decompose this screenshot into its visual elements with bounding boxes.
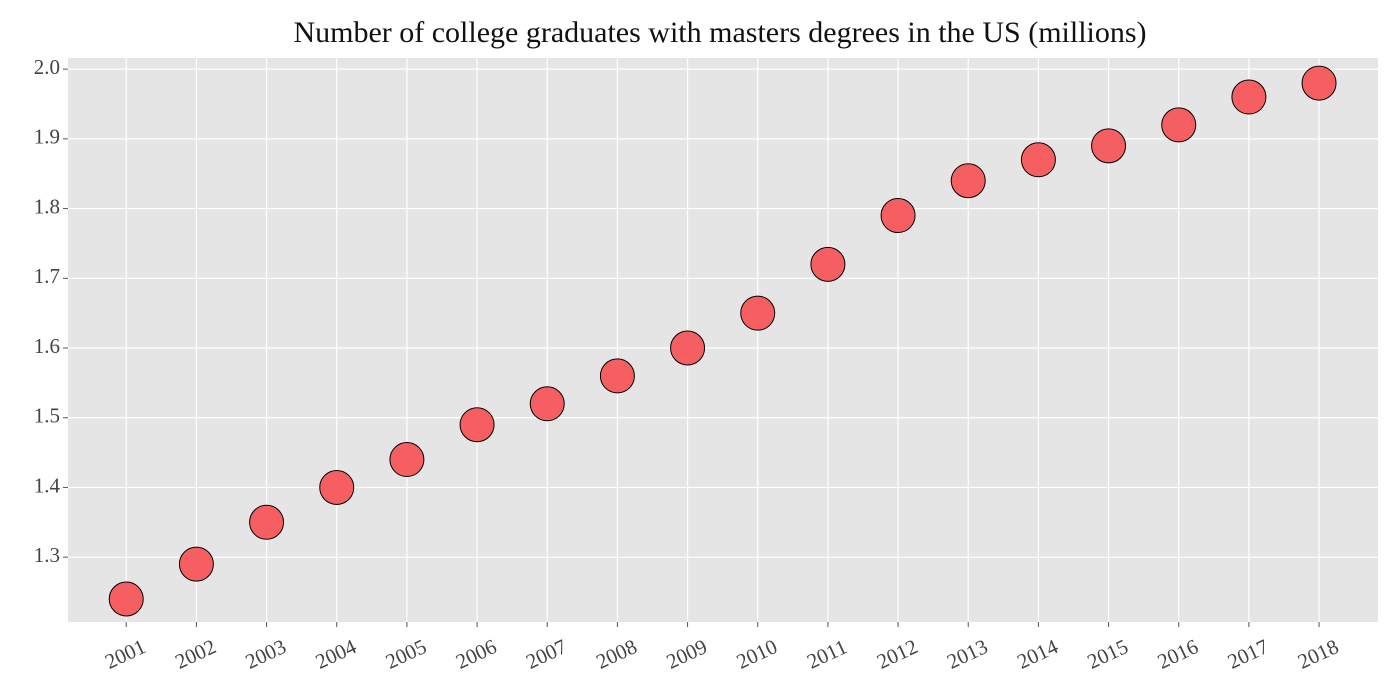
x-tick-label: 2001 (101, 634, 149, 674)
x-tick-label: 2011 (803, 634, 851, 673)
point (670, 330, 706, 366)
x-tick-label: 2012 (873, 634, 921, 674)
y-tick-label: 1.7 (34, 264, 60, 288)
x-tick-label: 2014 (1013, 634, 1062, 674)
x-tick-label: 2017 (1224, 634, 1272, 674)
y-tick-label: 1.4 (34, 473, 61, 497)
x-tick-label: 2007 (522, 634, 570, 674)
plot-area (68, 58, 1378, 622)
x-tick-label: 2018 (1294, 634, 1342, 674)
y-tick-label: 2.0 (34, 55, 60, 79)
point (1020, 142, 1056, 178)
x-tick-label: 2004 (312, 634, 361, 674)
x-tick-label: 2003 (242, 634, 290, 674)
point (1091, 128, 1127, 164)
chart-title: Number of college graduates with masters… (293, 16, 1146, 49)
point (249, 504, 285, 540)
x-tick-label: 2008 (592, 634, 640, 674)
y-tick-label: 1.6 (34, 334, 60, 358)
x-tick-label: 2013 (943, 634, 991, 674)
point (1231, 79, 1267, 115)
point (810, 246, 846, 282)
y-tick-label: 1.9 (34, 125, 60, 149)
point (389, 442, 425, 478)
point (108, 581, 144, 617)
point (319, 469, 355, 505)
x-tick-label: 2006 (452, 634, 500, 674)
point (1301, 65, 1337, 101)
point (459, 407, 495, 443)
y-tick-label: 1.5 (34, 404, 60, 428)
point (178, 546, 214, 582)
point (599, 358, 635, 394)
point (740, 295, 776, 331)
point (880, 198, 916, 234)
x-tick-label: 2005 (382, 634, 430, 674)
x-tick-label: 2002 (171, 634, 219, 674)
point (1161, 107, 1197, 143)
y-tick-label: 1.8 (34, 194, 60, 218)
marks (108, 65, 1337, 617)
point (529, 386, 565, 422)
x-tick-label: 2009 (663, 634, 711, 674)
x-tick-label: 2015 (1084, 634, 1132, 674)
point (950, 163, 986, 199)
x-tick-label: 2016 (1154, 634, 1202, 674)
y-tick-label: 1.3 (34, 543, 60, 567)
x-tick-label: 2010 (733, 634, 781, 674)
